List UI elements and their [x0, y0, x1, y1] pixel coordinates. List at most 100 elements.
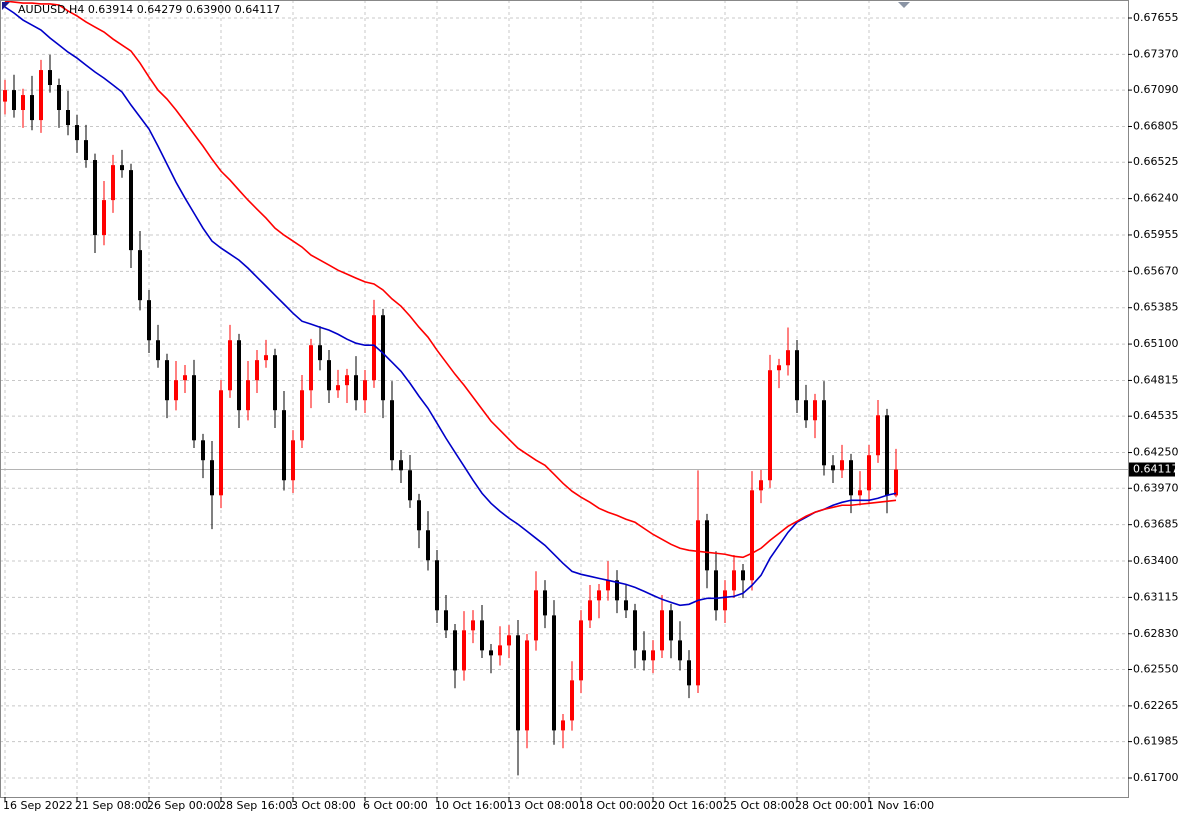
candle-body [3, 90, 7, 102]
candle-body [759, 480, 763, 491]
candle-body [471, 620, 475, 631]
x-tick-label: 1 Nov 16:00 [867, 799, 934, 812]
candle-body [309, 345, 313, 391]
candle-body [57, 84, 61, 111]
candle-body [372, 315, 376, 381]
candle-body [543, 590, 547, 616]
candle-body [849, 460, 853, 496]
moving-average [4, 0, 897, 559]
candle-body [192, 375, 196, 441]
candle-body [777, 365, 781, 371]
candle-body [102, 200, 106, 236]
candle-body [129, 170, 133, 251]
x-tick-label: 18 Oct 00:00 [579, 799, 651, 812]
y-tick-label: 0.62550 [1133, 663, 1179, 676]
candle-body [507, 635, 511, 646]
y-tick-label: 0.65100 [1133, 337, 1179, 350]
candle-body [174, 380, 178, 401]
y-tick-label: 0.63685 [1133, 518, 1179, 531]
y-tick-label: 0.62830 [1133, 627, 1179, 640]
candle-body [768, 370, 772, 481]
candle-body [66, 110, 70, 126]
candle-body [318, 345, 322, 361]
candle-body [732, 570, 736, 591]
candle-body [453, 630, 457, 671]
y-tick-label: 0.61700 [1133, 771, 1179, 784]
candle-body [246, 380, 250, 411]
candle-body [30, 95, 34, 121]
candle-body [705, 520, 709, 571]
axes: 0.67655 0.67370 0.67090 0.66805 0.66525 0.662… [3, 11, 1179, 812]
candle-body [822, 400, 826, 466]
candle-body [435, 560, 439, 611]
candle-body [741, 570, 745, 581]
candle-body [300, 390, 304, 441]
candle-body [138, 250, 142, 301]
candle-body [867, 455, 871, 491]
candle-body [570, 680, 574, 721]
candle-body [642, 650, 646, 661]
x-tick-label: 16 Sep 2022 [3, 799, 73, 812]
candle-body [39, 70, 43, 121]
candle-body [831, 465, 835, 471]
moving-average [4, 6, 897, 607]
candle-body [606, 580, 610, 591]
candle-body [21, 95, 25, 111]
candle-body [894, 469, 898, 496]
candle-body [795, 350, 799, 401]
y-tick-label: 0.63970 [1133, 481, 1179, 494]
candle-body [516, 635, 520, 731]
candle-body [885, 415, 889, 496]
candle-body [840, 460, 844, 471]
candle-body [210, 460, 214, 496]
candle-body [156, 340, 160, 361]
y-tick-label: 0.66805 [1133, 119, 1179, 132]
x-tick-label: 21 Sep 08:00 [75, 799, 148, 812]
candle-body [597, 590, 601, 601]
x-tick-label: 13 Oct 08:00 [507, 799, 579, 812]
x-tick-label: 10 Oct 16:00 [435, 799, 507, 812]
candle-body [660, 610, 664, 651]
candle-body [363, 380, 367, 401]
y-tick-label: 0.63115 [1133, 590, 1179, 603]
candle-body [201, 440, 205, 461]
candle-body [561, 720, 565, 731]
candle-body [534, 590, 538, 641]
y-tick-label: 0.65955 [1133, 228, 1179, 241]
x-tick-label: 26 Sep 00:00 [147, 799, 220, 812]
y-tick-label: 0.66240 [1133, 192, 1179, 205]
x-tick-label: 3 Oct 08:00 [291, 799, 356, 812]
current-price-box [1129, 462, 1175, 477]
candle-body [876, 415, 880, 456]
candle-body [381, 315, 385, 401]
y-tick-label: 0.65385 [1133, 301, 1179, 314]
candle-body [786, 350, 790, 366]
y-tick-label: 0.61985 [1133, 735, 1179, 748]
x-tick-label: 28 Sep 16:00 [219, 799, 292, 812]
y-tick-label: 0.63400 [1133, 554, 1179, 567]
candle-body [462, 630, 466, 671]
candle-body [498, 645, 502, 656]
candle-body [273, 355, 277, 411]
candle-body [579, 620, 583, 681]
candle-body [336, 385, 340, 391]
y-tick-label: 0.67090 [1133, 83, 1179, 96]
candle-body [678, 640, 682, 661]
candle-body [165, 360, 169, 401]
y-tick-label: 0.64815 [1133, 373, 1179, 386]
x-tick-label: 28 Oct 00:00 [795, 799, 867, 812]
candle-body [183, 375, 187, 381]
y-tick-label: 0.67370 [1133, 47, 1179, 60]
candle-body [444, 610, 448, 631]
candle-body [714, 570, 718, 611]
candle-body [84, 140, 88, 161]
y-tick-label: 0.64250 [1133, 446, 1179, 459]
candle-body [390, 400, 394, 461]
candle-body [669, 610, 673, 641]
candle-body [687, 660, 691, 686]
candle-body [120, 165, 124, 171]
x-tick-label: 20 Oct 16:00 [651, 799, 723, 812]
candle-body [525, 640, 529, 731]
candle-body [651, 650, 655, 661]
candle-body [327, 360, 331, 391]
